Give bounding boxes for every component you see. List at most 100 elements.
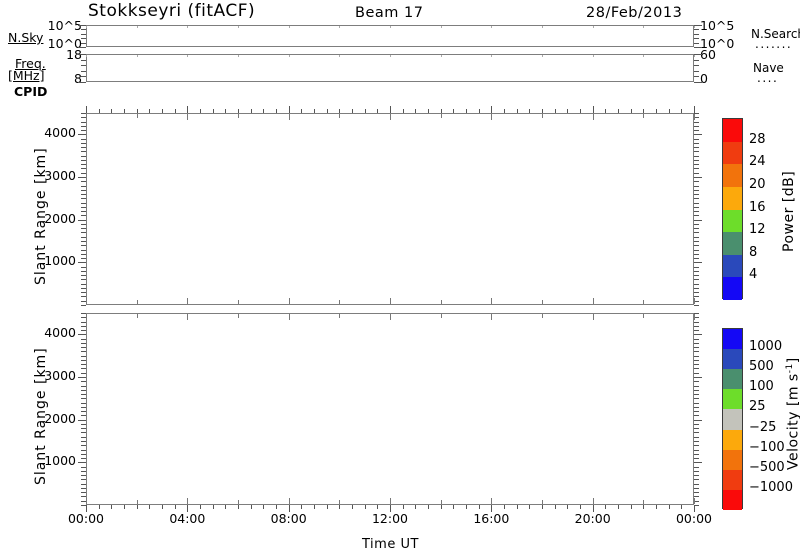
power-y-tick	[81, 113, 86, 114]
xtick-outer	[656, 505, 657, 509]
velocity-colorbar-segment	[723, 469, 742, 490]
power-y-tick	[81, 300, 86, 302]
xtick-outer	[567, 109, 569, 113]
power-x-tick	[390, 298, 391, 304]
power-colorbar[interactable]	[722, 118, 743, 300]
freq-ytick-bottom: 8	[74, 71, 82, 86]
velocity-y-tick	[81, 313, 86, 314]
xtick-outer	[694, 505, 695, 512]
xtick-outer	[111, 505, 113, 509]
power-y-tick	[81, 292, 86, 294]
xtick-outer	[453, 505, 455, 509]
velocity-y-tick	[694, 325, 699, 327]
xtick-outer	[200, 505, 201, 509]
power-x-tick	[86, 114, 87, 120]
xtick-outer	[605, 505, 607, 509]
velocity-y-tick	[694, 338, 699, 340]
x-tick-minor	[187, 26, 189, 28]
xtick-outer	[402, 505, 404, 509]
velocity-colorbar[interactable]	[722, 328, 743, 510]
velocity-y-tick	[694, 317, 699, 319]
y-tick-outer	[81, 76, 86, 78]
xtick-outer	[174, 109, 176, 113]
power-y-tick	[81, 253, 86, 255]
power-y-tick	[81, 245, 86, 247]
xtick-outer	[643, 505, 645, 509]
velocity-y-tick	[81, 505, 86, 506]
velocity-y-tick	[81, 402, 86, 404]
velocity-y-tick	[694, 496, 699, 498]
xtick-outer	[516, 109, 518, 113]
power-colorbar-segment	[723, 119, 742, 142]
nsky-label: N.Sky	[8, 30, 44, 45]
power-colorbar-segment	[723, 277, 742, 300]
power-y-tick	[81, 117, 86, 119]
power-colorbar-segment	[723, 209, 742, 233]
xtick-outer	[415, 505, 417, 509]
xtick-outer	[415, 109, 417, 113]
velocity-y-tick	[694, 364, 699, 366]
power-y-tick	[81, 142, 86, 144]
power-y-tick	[81, 228, 86, 230]
velocity-x-tick	[592, 498, 594, 504]
power-y-tick	[81, 270, 86, 272]
xtick-outer	[301, 505, 303, 509]
power-y-tick	[81, 232, 86, 234]
velocity-x-tick	[136, 500, 138, 504]
power-y-tick	[694, 236, 699, 238]
y-tick-outer	[694, 29, 699, 31]
xtick-outer	[124, 109, 125, 113]
velocity-y-tick	[694, 500, 699, 502]
xtick-outer	[542, 109, 543, 113]
power-y-tick	[81, 305, 86, 306]
velocity-y-tick	[81, 385, 86, 387]
y-tick-outer	[694, 70, 699, 72]
power-y-tick	[78, 262, 86, 264]
velocity-y-tick	[81, 441, 86, 442]
velocity-y-tick	[694, 462, 702, 464]
xtick-outer	[288, 505, 290, 512]
xtick-outer	[668, 505, 670, 509]
xtick-outer	[225, 505, 227, 509]
xtick-outer	[529, 505, 531, 509]
xtick-outer	[656, 109, 657, 113]
power-y-tick	[694, 292, 699, 294]
velocity-y-tick	[81, 500, 86, 502]
power-x-tick	[694, 298, 695, 304]
power-colorbar-segment	[723, 141, 742, 165]
velocity-y-tick	[694, 342, 699, 344]
power-y-tick	[81, 279, 86, 281]
velocity-y-tick	[694, 398, 699, 400]
xtick-outer	[440, 109, 442, 113]
velocity-y-tick	[81, 496, 86, 498]
xtick-label: 08:00	[270, 511, 307, 526]
power-y-tick	[694, 151, 699, 153]
y-tick-outer	[694, 59, 699, 61]
velocity-x-tick	[86, 314, 87, 320]
power-x-tick	[491, 298, 493, 304]
power-x-tick	[136, 114, 138, 118]
power-y-tick	[694, 296, 699, 298]
power-y-tick	[81, 147, 86, 149]
power-y-tick	[694, 287, 699, 289]
x-tick-minor	[86, 26, 87, 28]
power-colorbar-segment	[723, 254, 742, 278]
velocity-x-tick	[694, 498, 695, 504]
velocity-y-tick	[694, 415, 699, 417]
xtick-outer	[478, 109, 480, 113]
velocity-colorbar-segment	[723, 409, 742, 430]
xtick-outer	[314, 109, 315, 113]
nsearch-legend-marker: .......	[755, 37, 793, 51]
velocity-y-tick	[81, 389, 86, 391]
power-y-tick	[694, 189, 699, 191]
xtick-outer	[326, 505, 328, 509]
power-colorbar-segment	[723, 232, 742, 255]
x-tick-minor	[339, 55, 341, 57]
xtick-outer	[352, 109, 353, 113]
power-y-tick	[694, 168, 699, 170]
power-y-tick	[694, 305, 699, 306]
nave-legend-label: Nave	[753, 61, 784, 75]
power-y-tick	[81, 138, 86, 140]
power-y-tick	[694, 121, 699, 123]
xtick-outer	[149, 109, 151, 113]
